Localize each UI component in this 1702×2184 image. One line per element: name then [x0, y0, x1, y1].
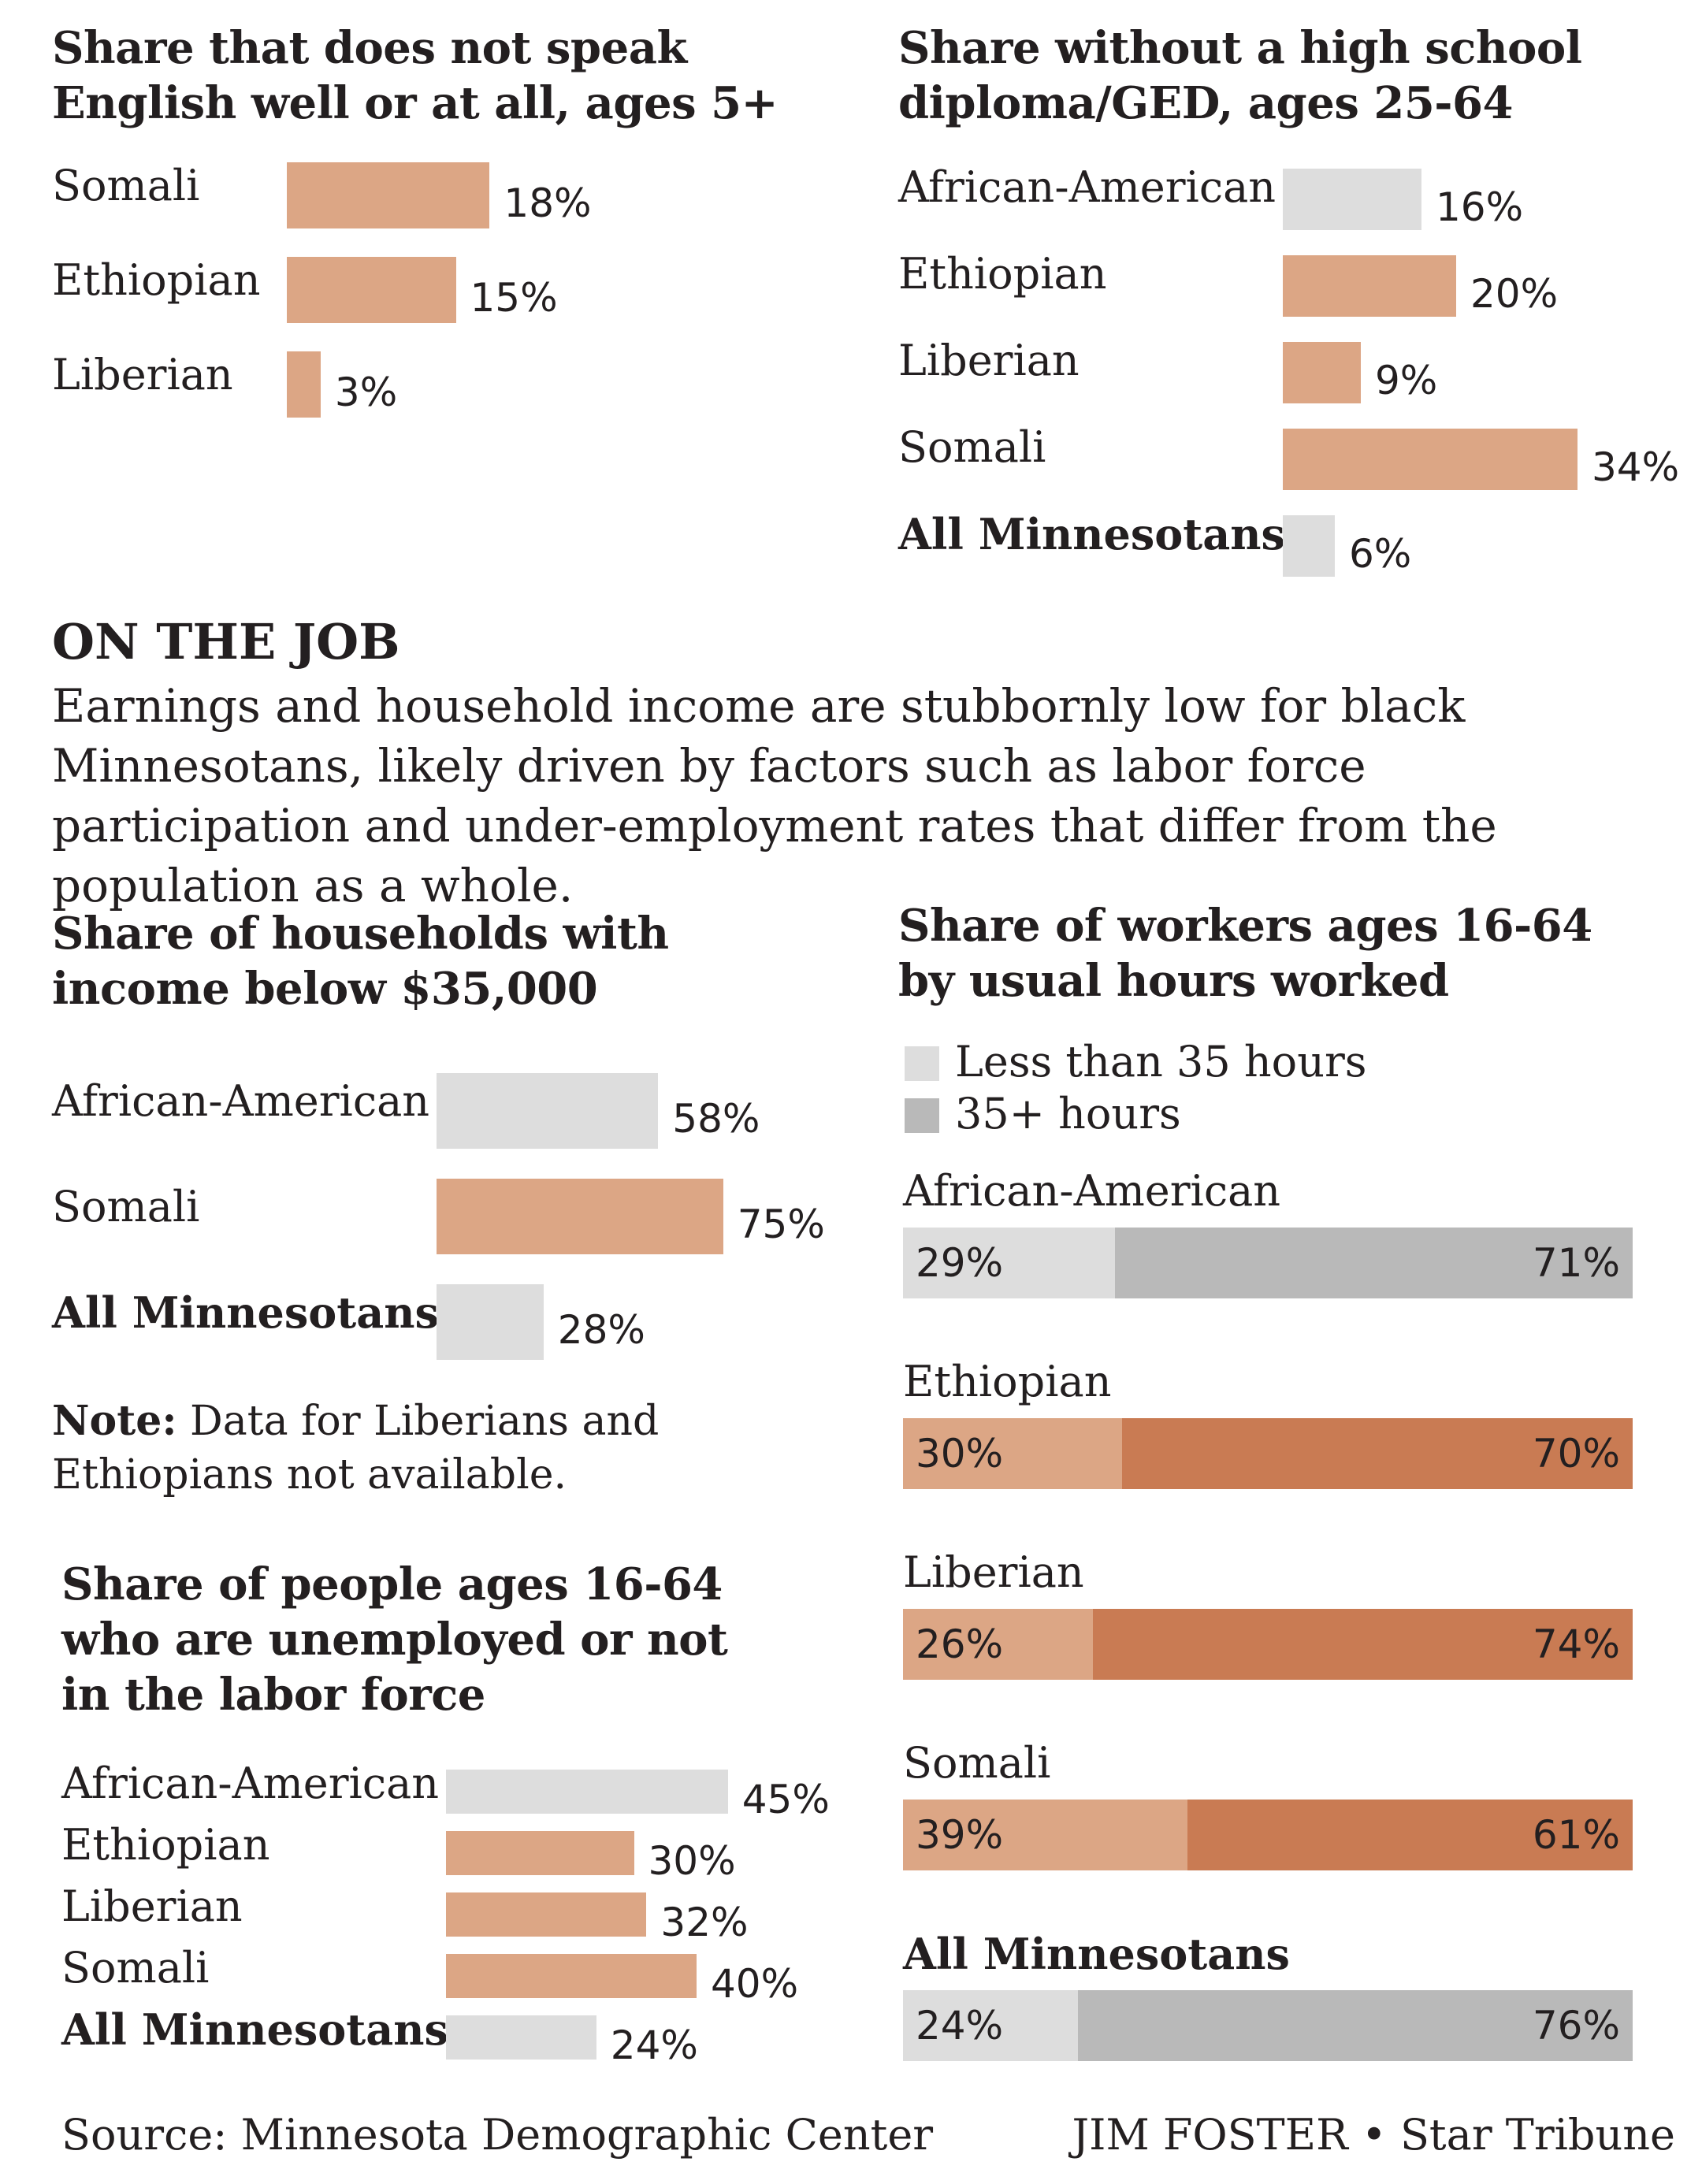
unemployed-bar-ethiopian	[446, 1831, 634, 1875]
diploma-chart-title: Share without a high school diploma/GED,…	[898, 22, 1582, 129]
income-bar-african-american	[437, 1073, 659, 1149]
unemployed-label-ethiopian: Ethiopian	[61, 1820, 270, 1870]
income-bar-somali	[437, 1179, 723, 1254]
diploma-label-african-american: African-American	[898, 162, 1276, 212]
hours-value-35plus-ethiopian: 70%	[1532, 1431, 1620, 1476]
unemployed-value-all-minnesotans: 24%	[610, 2022, 698, 2068]
diploma-label-somali: Somali	[898, 422, 1046, 472]
hours-value-under35-ethiopian: 30%	[916, 1431, 1004, 1476]
hours-value-35plus-all-minnesotans: 76%	[1532, 2003, 1620, 2048]
diploma-bar-ethiopian	[1283, 255, 1456, 317]
diploma-value-all-minnesotans: 6%	[1349, 531, 1412, 577]
hours-chart-title: Share of workers ages 16-64 by usual hou…	[898, 900, 1592, 1007]
legend-label-under-35: Less than 35 hours	[955, 1037, 1367, 1086]
income-note: Note: Data for Liberians and Ethiopians …	[52, 1395, 698, 1502]
unemployed-label-all-minnesotans: All Minnesotans	[61, 2004, 448, 2055]
byline-credit: JIM FOSTER • Star Tribune	[1072, 2110, 1676, 2160]
diploma-value-african-american: 16%	[1436, 184, 1524, 230]
diploma-label-liberian: Liberian	[898, 336, 1080, 385]
unemployed-bar-all-minnesotans	[446, 2015, 596, 2060]
diploma-bar-somali	[1283, 429, 1578, 490]
hours-bar-under35-liberian	[903, 1609, 1093, 1680]
unemployed-bar-liberian	[446, 1892, 647, 1937]
hours-bar-under35-somali	[903, 1800, 1188, 1870]
unemployed-value-liberian: 32%	[660, 1900, 749, 1945]
unemployed-value-somali: 40%	[711, 1961, 799, 2007]
diploma-bar-liberian	[1283, 342, 1361, 403]
income-label-african-american: African-American	[52, 1076, 430, 1126]
unemployed-label-somali: Somali	[61, 1943, 210, 1993]
hours-bar-35plus-liberian	[1092, 1609, 1633, 1680]
hours-bar-35plus-african-american	[1114, 1228, 1633, 1298]
income-value-african-american: 58%	[672, 1096, 760, 1142]
english-value-somali: 18%	[504, 180, 592, 226]
income-value-all-minnesotans: 28%	[557, 1307, 645, 1353]
english-bar-somali	[287, 162, 490, 228]
unemployed-label-liberian: Liberian	[61, 1881, 243, 1931]
unemployed-label-african-american: African-American	[61, 1759, 440, 1808]
legend-label-35-plus: 35+ hours	[955, 1089, 1181, 1138]
hours-label-somali: Somali	[903, 1738, 1051, 1788]
hours-value-under35-all-minnesotans: 24%	[916, 2003, 1004, 2048]
note-text: Data for Liberians and Ethiopians not av…	[52, 1398, 660, 1499]
english-chart-title: Share that does not speak English well o…	[52, 22, 779, 129]
income-bar-all-minnesotans	[437, 1284, 544, 1360]
english-label-somali: Somali	[52, 161, 200, 210]
hours-bar-35plus-ethiopian	[1121, 1418, 1633, 1489]
english-bar-ethiopian	[287, 257, 456, 323]
diploma-label-ethiopian: Ethiopian	[898, 249, 1107, 299]
english-bar-liberian	[287, 351, 321, 418]
english-value-liberian: 3%	[334, 370, 398, 415]
english-label-ethiopian: Ethiopian	[52, 255, 261, 305]
diploma-value-ethiopian: 20%	[1470, 271, 1559, 317]
hours-bar-under35-african-american	[903, 1228, 1115, 1298]
hours-value-under35-african-american: 29%	[916, 1240, 1004, 1286]
hours-label-all-minnesotans: All Minnesotans	[903, 1929, 1290, 1979]
english-label-liberian: Liberian	[52, 350, 233, 399]
note-label: Note:	[52, 1397, 177, 1445]
hours-bar-under35-all-minnesotans	[903, 1990, 1079, 2061]
income-value-somali: 75%	[737, 1202, 825, 1247]
diploma-value-liberian: 9%	[1375, 358, 1438, 403]
income-chart-title: Share of households with income below $3…	[52, 908, 669, 1015]
hours-label-liberian: Liberian	[903, 1547, 1084, 1597]
section-heading: ON THE JOB	[52, 613, 400, 670]
hours-label-ethiopian: Ethiopian	[903, 1357, 1112, 1406]
unemployed-bar-african-american	[446, 1770, 728, 1814]
diploma-value-somali: 34%	[1592, 444, 1680, 490]
diploma-bar-african-american	[1283, 169, 1421, 230]
diploma-label-all-minnesotans: All Minnesotans	[898, 509, 1285, 559]
hours-bar-35plus-somali	[1187, 1800, 1633, 1870]
income-label-all-minnesotans: All Minnesotans	[52, 1287, 439, 1338]
unemployed-value-ethiopian: 30%	[648, 1838, 736, 1884]
hours-value-35plus-african-american: 71%	[1532, 1240, 1620, 1286]
hours-value-35plus-somali: 61%	[1532, 1812, 1620, 1858]
unemployed-chart-title: Share of people ages 16-64 who are unemp…	[61, 1558, 728, 1721]
hours-value-under35-somali: 39%	[916, 1812, 1004, 1858]
hours-value-35plus-liberian: 74%	[1532, 1621, 1620, 1667]
hours-label-african-american: African-American	[903, 1166, 1281, 1216]
unemployed-bar-somali	[446, 1954, 697, 1998]
hours-bar-under35-ethiopian	[903, 1418, 1122, 1489]
hours-bar-35plus-all-minnesotans	[1078, 1990, 1633, 2061]
unemployed-value-african-american: 45%	[741, 1777, 830, 1822]
diploma-bar-all-minnesotans	[1283, 515, 1335, 577]
hours-value-under35-liberian: 26%	[916, 1621, 1004, 1667]
legend-swatch-under-35	[905, 1046, 939, 1081]
section-intro: Earnings and household income are stubbo…	[52, 679, 1497, 912]
source-credit: Source: Minnesota Demographic Center	[61, 2110, 934, 2160]
income-label-somali: Somali	[52, 1182, 200, 1231]
english-value-ethiopian: 15%	[470, 275, 558, 321]
legend-swatch-35-plus	[905, 1098, 939, 1133]
